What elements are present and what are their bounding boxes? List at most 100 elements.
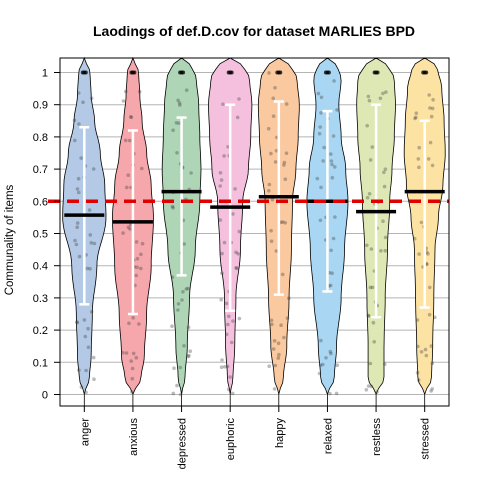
data-point	[73, 238, 77, 243]
data-point	[384, 90, 388, 94]
data-point	[274, 148, 279, 153]
data-point	[89, 96, 94, 101]
data-point	[92, 241, 97, 246]
data-point	[283, 221, 288, 225]
data-point	[412, 236, 417, 241]
data-point	[267, 182, 272, 187]
data-point	[218, 218, 223, 222]
y-tick-label: 0.5	[33, 229, 48, 241]
data-point	[276, 356, 281, 360]
data-point	[273, 160, 278, 164]
data-point	[224, 301, 229, 306]
data-point	[430, 361, 435, 366]
data-point	[280, 272, 285, 277]
x-tick-label: anger	[79, 418, 91, 446]
data-point	[322, 145, 327, 150]
data-point	[130, 366, 135, 371]
data-point	[222, 154, 226, 158]
chart-title: Laodings of def.D.cov for dataset MARLIE…	[93, 23, 415, 39]
data-point	[283, 177, 288, 181]
data-point	[330, 175, 335, 180]
data-point	[129, 115, 134, 120]
data-point	[73, 138, 77, 143]
data-point	[285, 316, 290, 320]
data-point	[272, 339, 277, 343]
y-tick-label: 0.2	[33, 325, 48, 337]
data-point	[270, 322, 274, 327]
data-point	[414, 111, 419, 115]
data-point	[231, 212, 235, 216]
data-point	[379, 249, 383, 253]
data-point	[225, 364, 230, 369]
data-point	[234, 266, 238, 270]
data-point	[171, 391, 176, 396]
data-point	[425, 262, 429, 267]
y-tick-label: 0.7	[33, 164, 48, 176]
data-point	[175, 383, 179, 388]
data-point	[72, 118, 77, 123]
data-point	[366, 384, 371, 388]
data-point	[171, 206, 175, 210]
data-point	[415, 370, 420, 375]
data-point	[328, 391, 332, 396]
data-point	[329, 152, 333, 156]
data-point	[77, 122, 81, 126]
data-point	[266, 126, 271, 131]
data-point	[84, 390, 88, 395]
data-point	[316, 91, 321, 96]
data-point	[124, 89, 128, 94]
data-point	[184, 287, 189, 291]
data-point	[272, 387, 277, 391]
data-point	[233, 187, 237, 191]
data-point	[274, 249, 279, 253]
data-point	[178, 392, 183, 397]
data-point	[270, 197, 275, 202]
data-point	[430, 163, 435, 168]
data-point	[430, 387, 435, 391]
y-tick-label: 0.1	[33, 357, 48, 369]
data-point	[330, 271, 334, 276]
data-point	[333, 215, 337, 219]
data-point	[140, 166, 144, 171]
data-point	[76, 176, 81, 181]
data-point	[132, 70, 137, 75]
x-tick-label: euphoric	[225, 418, 237, 461]
data-point	[223, 365, 227, 369]
data-point	[415, 318, 420, 322]
data-point	[175, 151, 179, 155]
data-point	[328, 349, 333, 354]
data-point	[127, 321, 131, 326]
data-point	[424, 70, 429, 75]
data-point	[365, 195, 370, 200]
data-point	[366, 314, 371, 318]
data-point	[319, 338, 323, 343]
data-point	[186, 354, 191, 359]
data-point	[134, 240, 139, 244]
data-point	[372, 340, 377, 344]
data-point	[120, 350, 125, 355]
data-point	[367, 98, 372, 103]
data-point	[368, 158, 373, 162]
data-point	[371, 320, 376, 325]
data-point	[282, 163, 286, 167]
data-point	[383, 167, 388, 171]
data-point	[429, 344, 434, 348]
data-point	[220, 358, 224, 362]
data-point	[317, 131, 322, 136]
data-point	[321, 362, 325, 367]
data-point	[381, 91, 385, 96]
data-point	[267, 189, 271, 193]
data-point	[189, 171, 193, 175]
data-point	[123, 138, 128, 143]
data-point	[187, 353, 191, 358]
data-point	[229, 70, 234, 75]
data-point	[427, 93, 432, 97]
data-point	[269, 318, 274, 323]
data-point	[84, 368, 88, 373]
data-point	[176, 98, 180, 103]
data-point	[424, 353, 429, 358]
data-point	[224, 332, 229, 337]
data-point	[121, 99, 126, 103]
data-point	[219, 365, 224, 370]
